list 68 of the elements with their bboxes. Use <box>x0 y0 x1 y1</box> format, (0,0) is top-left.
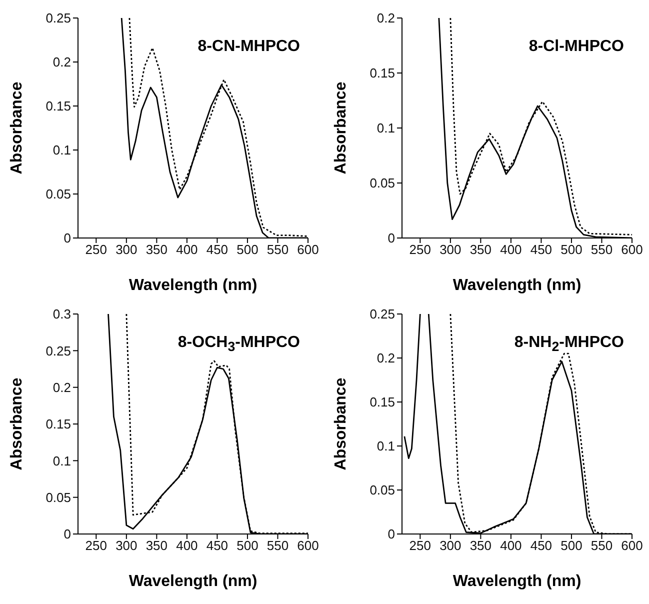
x-tick-label: 400 <box>500 538 522 554</box>
y-axis-title: Absorbance <box>8 82 26 174</box>
y-tick-label: 0.2 <box>376 350 395 366</box>
x-tick-label: 600 <box>297 242 319 258</box>
x-tick-label: 400 <box>176 242 198 258</box>
x-tick-label: 250 <box>409 242 432 258</box>
x-tick-label: 300 <box>440 242 462 258</box>
x-tick-label: 600 <box>621 242 643 258</box>
x-tick-label: 450 <box>206 242 228 258</box>
x-tick-label: 600 <box>621 538 643 554</box>
y-tick-label: 0 <box>64 230 71 246</box>
annotation: 8-Cl-MHPCO <box>528 38 624 56</box>
y-tick-label: 0.3 <box>52 306 71 322</box>
annotation: 8-NH$_{2}$-MHPCO <box>514 334 624 354</box>
y-tick-label: 0.15 <box>46 416 71 432</box>
x-tick-label: 450 <box>530 538 552 554</box>
x-tick-label: 600 <box>297 538 319 554</box>
y-tick-label: 0.15 <box>370 394 395 410</box>
x-tick-label: 450 <box>530 242 552 258</box>
y-axis-title: Absorbance <box>8 378 26 470</box>
y-tick-label: 0.2 <box>52 54 71 70</box>
y-tick-label: 0.25 <box>46 10 71 26</box>
y-tick-label: 0.1 <box>376 120 395 136</box>
x-tick-label: 550 <box>590 242 613 258</box>
x-tick-label: 300 <box>116 538 138 554</box>
y-tick-label: 0.05 <box>370 482 395 498</box>
y-tick-label: 0.1 <box>52 453 71 468</box>
x-tick-label: 550 <box>266 242 289 258</box>
y-tick-label: 0.2 <box>52 380 71 395</box>
y-tick-label: 0.05 <box>46 490 71 505</box>
x-axis-title: Wavelength (nm) <box>128 573 258 590</box>
y-tick-label: 0 <box>388 230 395 246</box>
annotation: 8-CN-MHPCO <box>198 38 300 56</box>
y-tick-label: 0.15 <box>46 98 71 114</box>
x-tick-label: 500 <box>560 538 582 554</box>
x-tick-label: 550 <box>590 538 613 554</box>
y-axis-title: Absorbance <box>332 82 350 174</box>
x-axis-title: Wavelength (nm) <box>452 277 582 294</box>
y-tick-label: 0.25 <box>370 306 395 322</box>
x-tick-label: 300 <box>440 538 462 554</box>
x-axis-title: Wavelength (nm) <box>452 573 582 590</box>
y-tick-label: 0.1 <box>376 438 395 454</box>
x-tick-label: 350 <box>146 242 168 258</box>
x-tick-label: 400 <box>176 538 198 554</box>
y-tick-label: 0.1 <box>52 142 71 158</box>
x-tick-label: 250 <box>409 538 432 554</box>
x-tick-label: 500 <box>236 538 258 554</box>
x-tick-label: 400 <box>500 242 522 258</box>
x-tick-label: 500 <box>236 242 258 258</box>
y-tick-label: 0 <box>388 526 395 542</box>
annotation: 8-OCH$_{3}$-MHPCO <box>178 334 300 354</box>
x-tick-label: 250 <box>85 538 108 554</box>
x-tick-label: 550 <box>266 538 289 554</box>
x-tick-label: 500 <box>560 242 582 258</box>
y-tick-label: 0.05 <box>46 186 71 202</box>
y-tick-label: 0.15 <box>370 66 395 81</box>
y-tick-label: 0 <box>64 526 71 542</box>
x-tick-label: 350 <box>470 242 492 258</box>
x-tick-label: 300 <box>116 242 138 258</box>
y-tick-label: 0.25 <box>46 343 71 358</box>
x-tick-label: 350 <box>146 538 168 554</box>
y-tick-label: 0.05 <box>370 176 395 191</box>
x-axis-title: Wavelength (nm) <box>128 277 258 294</box>
y-axis-title: Absorbance <box>332 378 350 470</box>
x-tick-label: 250 <box>85 242 108 258</box>
x-tick-label: 450 <box>206 538 228 554</box>
y-tick-label: 0.2 <box>376 10 395 26</box>
x-tick-label: 350 <box>470 538 492 554</box>
